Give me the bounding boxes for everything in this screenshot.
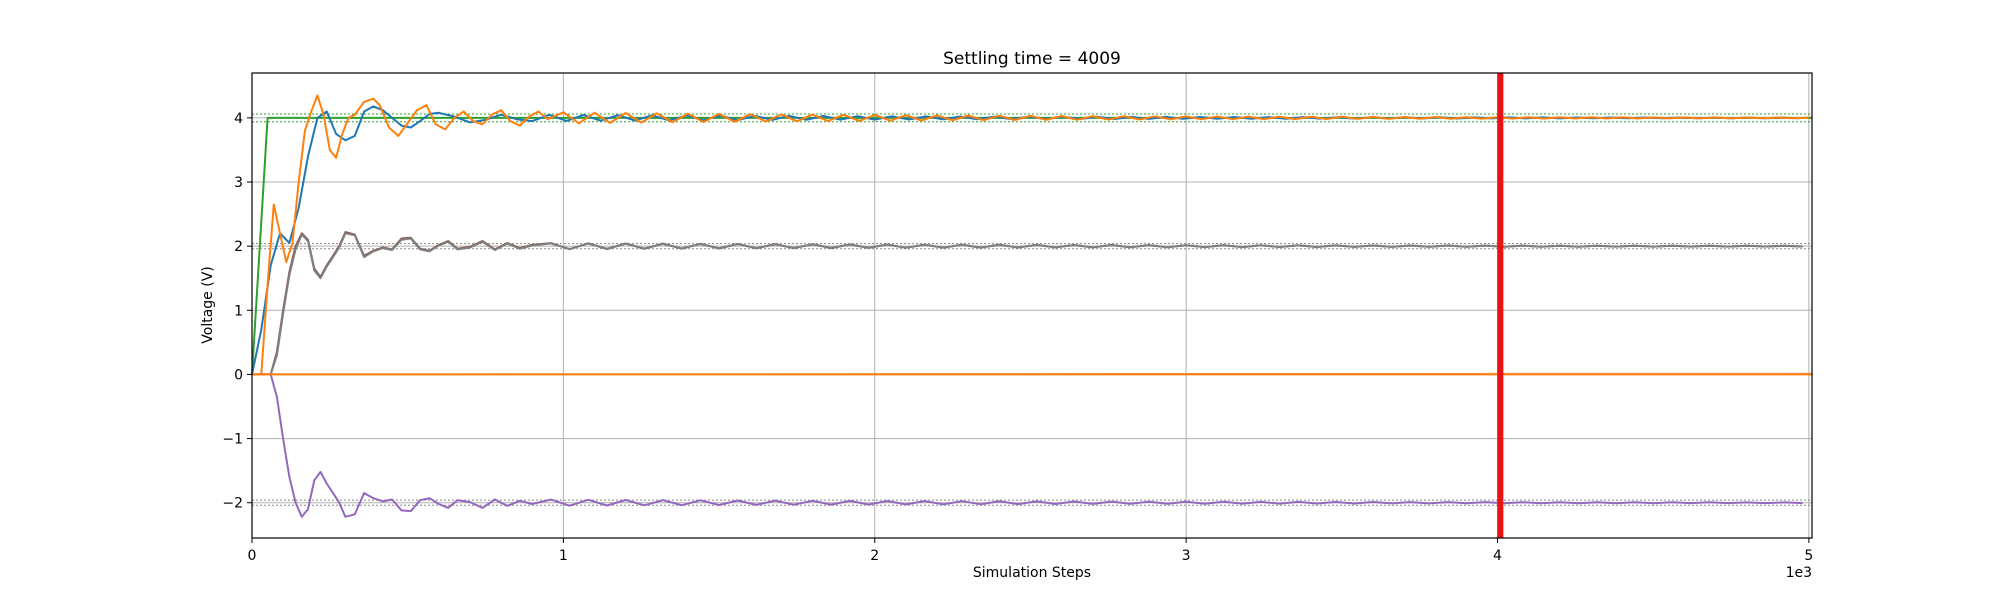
series-line bbox=[252, 373, 1803, 518]
y-tick-label: 0 bbox=[234, 367, 243, 383]
y-tick-label: 3 bbox=[234, 175, 243, 191]
x-axis-offset-label: 1e3 bbox=[1786, 565, 1812, 581]
plot-frame bbox=[251, 72, 1813, 539]
x-axis-title: Simulation Steps bbox=[973, 565, 1091, 581]
y-axis-title: Voltage (V) bbox=[200, 266, 216, 343]
x-tick-label: 0 bbox=[248, 548, 257, 564]
y-tick-label: −1 bbox=[222, 432, 243, 448]
y-tick-label: −2 bbox=[222, 496, 243, 512]
y-tick-label: 2 bbox=[234, 239, 243, 255]
y-tick-label: 1 bbox=[234, 303, 243, 319]
x-tick-label: 4 bbox=[1493, 548, 1502, 564]
chart-title: Settling time = 4009 bbox=[943, 49, 1121, 69]
x-tick-label: 5 bbox=[1804, 548, 1813, 564]
series-line bbox=[252, 232, 1803, 376]
x-tick-label: 2 bbox=[870, 548, 879, 564]
x-axis-ticks: 0 1 2 3 4 5 bbox=[248, 538, 1813, 564]
y-axis-ticks: −2 −1 0 1 2 3 4 bbox=[222, 111, 252, 512]
y-tick-label: 4 bbox=[234, 111, 243, 127]
x-tick-label: 1 bbox=[559, 548, 568, 564]
x-tick-label: 3 bbox=[1182, 548, 1191, 564]
